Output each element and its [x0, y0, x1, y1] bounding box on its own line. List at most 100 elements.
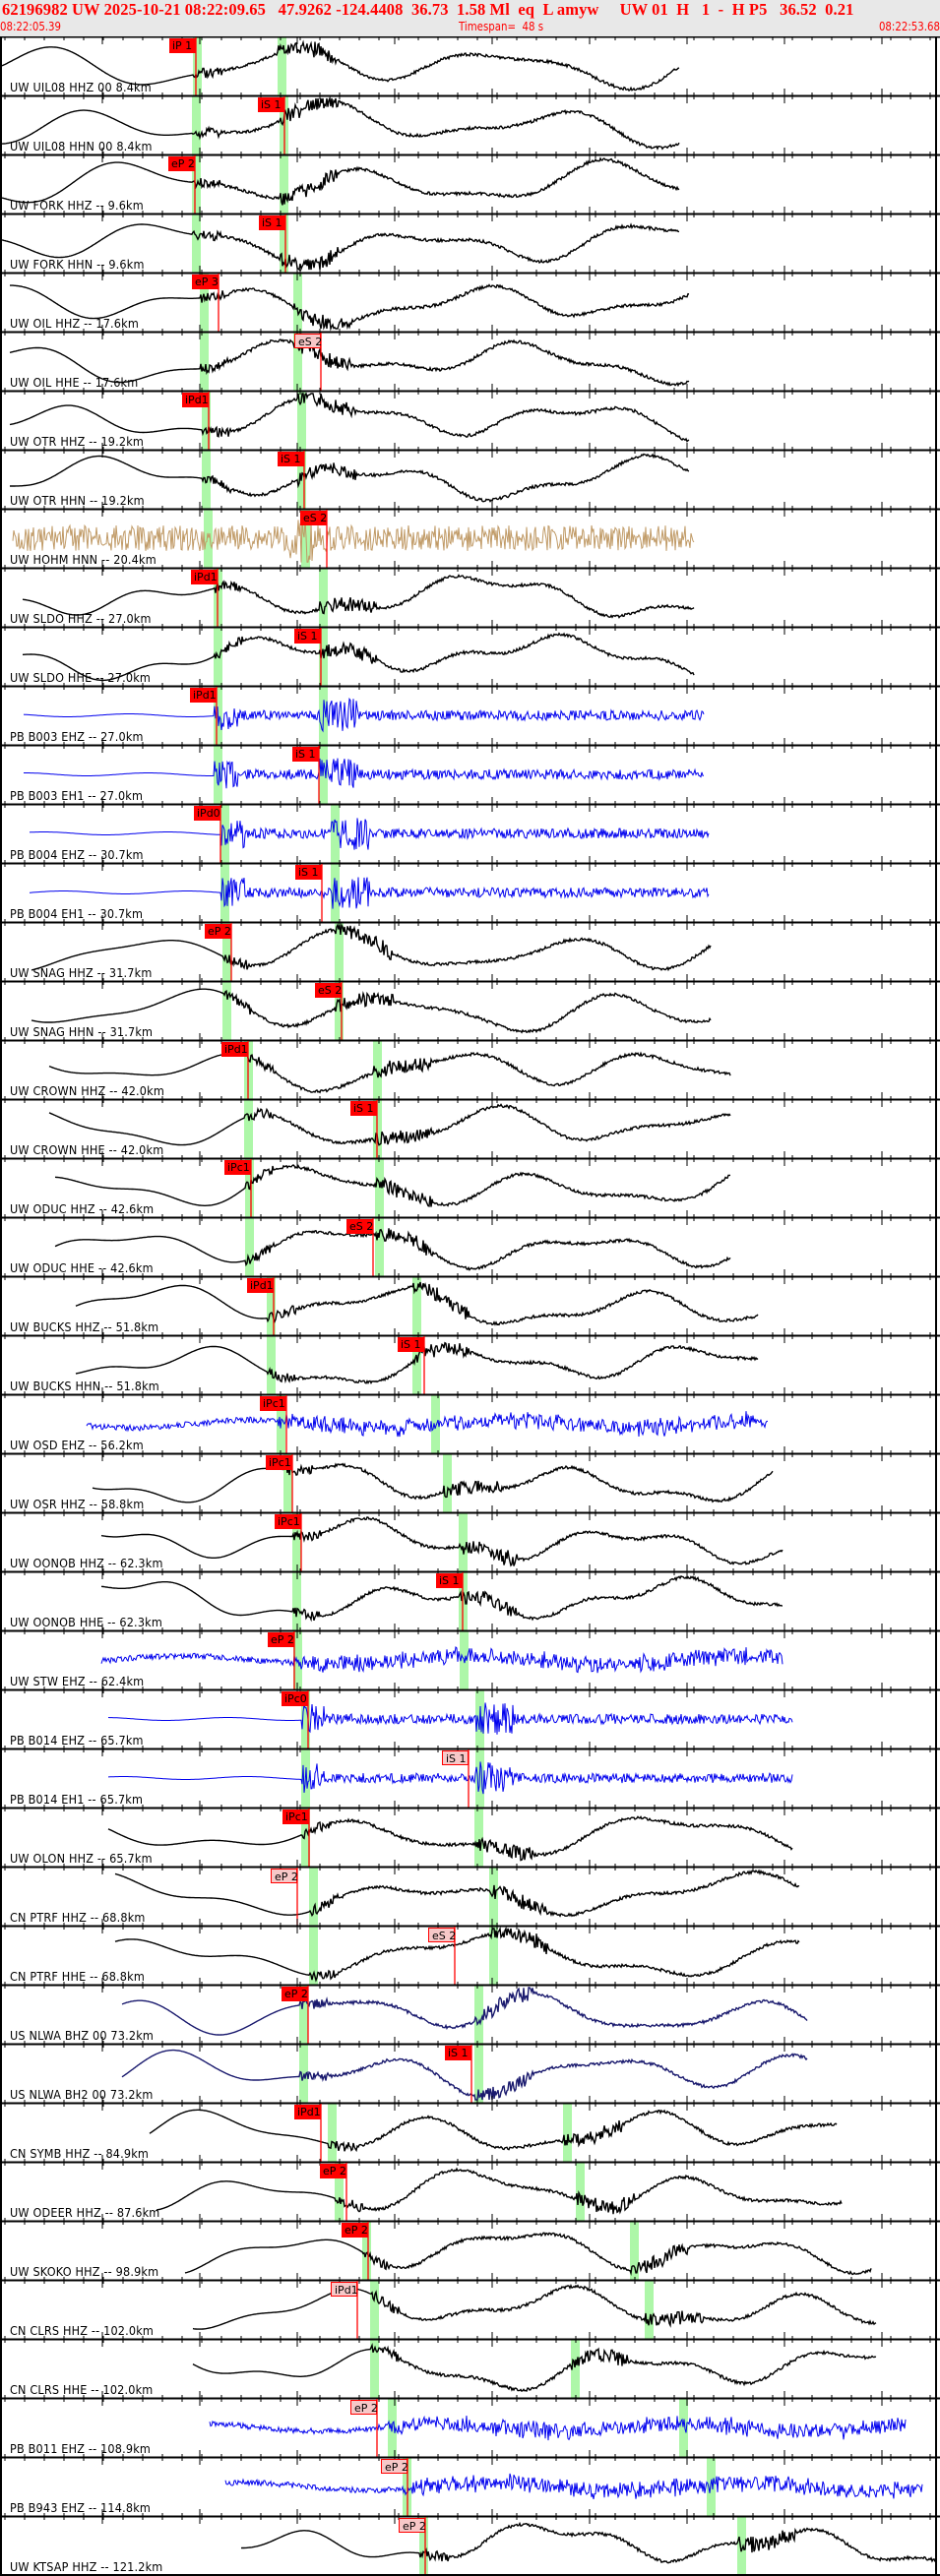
station-channel-label: UW OSR HHZ -- 58.8km: [10, 1497, 145, 1511]
trace-row[interactable]: [0, 502, 940, 568]
phase-pick-label[interactable]: eP 2: [282, 1987, 308, 2001]
trace-row[interactable]: [0, 974, 940, 1040]
station-channel-label: UW ODUC HHE -- 42.6km: [10, 1260, 154, 1275]
phase-pick-label[interactable]: iPc1: [275, 1514, 301, 1529]
phase-pick-label[interactable]: iPd1: [182, 393, 209, 407]
phase-pick-label[interactable]: eP 2: [381, 2459, 408, 2474]
trace-row[interactable]: [0, 856, 940, 922]
phase-pick-label[interactable]: eP 3: [192, 275, 219, 289]
trace-row[interactable]: [0, 2096, 940, 2162]
phase-pick-label[interactable]: eP 2: [271, 1869, 298, 1883]
phase-pick-label[interactable]: iS 1: [398, 1337, 424, 1352]
phase-pick-label[interactable]: iS 1: [294, 629, 321, 644]
phase-pick-label[interactable]: eP 2: [320, 2164, 346, 2178]
trace-row[interactable]: [0, 1446, 940, 1512]
station-channel-label: PB B014 EH1 -- 65.7km: [10, 1792, 144, 1807]
trace-row[interactable]: [0, 679, 940, 745]
pick-window-marker: [200, 273, 209, 332]
trace-row[interactable]: [0, 1505, 940, 1571]
seismogram-panel[interactable]: iP 1 UW UIL08 HHZ 00 8.4km iS 1 UW UIL08 HH…: [0, 36, 940, 2576]
phase-pick-label[interactable]: iPd1: [191, 570, 218, 584]
waveform-trace: [12, 518, 695, 563]
waveform-canvas[interactable]: [0, 36, 940, 2576]
trace-row[interactable]: [0, 1092, 940, 1158]
trace-row[interactable]: [0, 620, 940, 686]
phase-pick-label[interactable]: eP 2: [205, 924, 231, 939]
trace-row[interactable]: [0, 915, 940, 981]
trace-row[interactable]: [0, 1151, 940, 1217]
station-channel-label: UW OTR HHZ -- 19.2km: [10, 434, 145, 449]
trace-row[interactable]: [0, 1210, 940, 1276]
trace-row[interactable]: [0, 1860, 940, 1926]
phase-pick-label[interactable]: iPc1: [260, 1396, 286, 1411]
trace-row[interactable]: [0, 738, 940, 804]
trace-row[interactable]: [0, 325, 940, 391]
trace-row[interactable]: [0, 89, 940, 154]
phase-pick-label[interactable]: eS 2: [300, 511, 327, 525]
phase-pick-label[interactable]: iS 1: [445, 2046, 471, 2060]
trace-row[interactable]: [0, 1387, 940, 1453]
trace-row[interactable]: [0, 148, 940, 214]
trace-row[interactable]: [0, 2037, 940, 2103]
trace-row[interactable]: [0, 561, 940, 627]
trace-row[interactable]: [0, 1564, 940, 1630]
phase-pick-label[interactable]: iPd0: [194, 806, 220, 821]
trace-row[interactable]: [0, 384, 940, 450]
phase-pick-label[interactable]: eS 2: [315, 983, 342, 998]
trace-row[interactable]: [0, 1328, 940, 1394]
trace-row[interactable]: [0, 797, 940, 863]
trace-row[interactable]: [0, 207, 940, 273]
phase-pick-label[interactable]: iPd1: [221, 1042, 248, 1057]
phase-pick-label[interactable]: iS 1: [295, 865, 322, 880]
trace-row[interactable]: [0, 2332, 940, 2398]
trace-row[interactable]: [0, 2450, 940, 2516]
waveform-trace: [209, 2415, 907, 2441]
phase-pick-label[interactable]: iPc1: [266, 1455, 292, 1470]
station-channel-label: UW SLDO HHZ -- 27.0km: [10, 611, 152, 626]
trace-row[interactable]: [0, 1742, 940, 1808]
phase-pick-label[interactable]: iPc0: [282, 1691, 308, 1706]
trace-row[interactable]: [0, 2273, 940, 2339]
trace-row[interactable]: [0, 1033, 940, 1099]
phase-pick-label[interactable]: iPd1: [331, 2282, 358, 2297]
phase-pick-label[interactable]: eS 2: [346, 1219, 373, 1234]
phase-pick-label[interactable]: iPd1: [247, 1278, 274, 1293]
trace-row[interactable]: [0, 443, 940, 509]
phase-pick-label[interactable]: eP 2: [168, 156, 195, 171]
trace-row[interactable]: [0, 2509, 940, 2575]
phase-pick-label[interactable]: iS 1: [292, 747, 319, 762]
phase-pick-label[interactable]: iS 1: [278, 452, 304, 466]
phase-pick-label[interactable]: iS 1: [258, 97, 284, 112]
phase-pick-label[interactable]: eP 2: [350, 2400, 378, 2415]
event-summary-title: 62196982 UW 2025-10-21 08:22:09.65 47.92…: [2, 0, 854, 19]
phase-pick-label[interactable]: iS 1: [350, 1101, 377, 1116]
pick-window-marker: [193, 36, 202, 95]
trace-row[interactable]: [0, 36, 940, 95]
phase-pick-label[interactable]: iS 1: [442, 1750, 469, 1765]
trace-row[interactable]: [0, 1683, 940, 1748]
phase-pick-label[interactable]: iPd1: [294, 2105, 321, 2119]
phase-pick-label[interactable]: iPc1: [224, 1160, 251, 1175]
phase-pick-label[interactable]: eP 2: [399, 2518, 426, 2533]
phase-pick-label[interactable]: iS 1: [436, 1573, 463, 1588]
phase-pick-label[interactable]: iP 1: [169, 38, 196, 53]
station-channel-label: UW BUCKS HHN -- 51.8km: [10, 1379, 159, 1393]
phase-pick-label[interactable]: iPc1: [282, 1809, 309, 1824]
phase-pick-label[interactable]: iPd1: [190, 688, 217, 703]
station-channel-label: PB B003 EHZ -- 27.0km: [10, 729, 144, 744]
waveform-trace: [121, 1987, 808, 2036]
phase-pick-label[interactable]: iS 1: [259, 215, 285, 230]
trace-row[interactable]: [0, 1919, 940, 1985]
trace-row[interactable]: [0, 1269, 940, 1335]
phase-pick-label[interactable]: eS 2: [428, 1928, 456, 1942]
trace-row[interactable]: [0, 2155, 940, 2221]
phase-pick-label[interactable]: eP 2: [268, 1632, 294, 1647]
trace-row[interactable]: [0, 1624, 940, 1689]
pick-window-marker: [373, 1040, 382, 1099]
phase-pick-label[interactable]: eS 2: [294, 334, 322, 348]
phase-pick-label[interactable]: eP 2: [342, 2223, 368, 2238]
trace-row[interactable]: [0, 1978, 940, 2044]
trace-row[interactable]: [0, 2391, 940, 2457]
trace-row[interactable]: [0, 266, 940, 332]
trace-row[interactable]: [0, 2214, 940, 2280]
